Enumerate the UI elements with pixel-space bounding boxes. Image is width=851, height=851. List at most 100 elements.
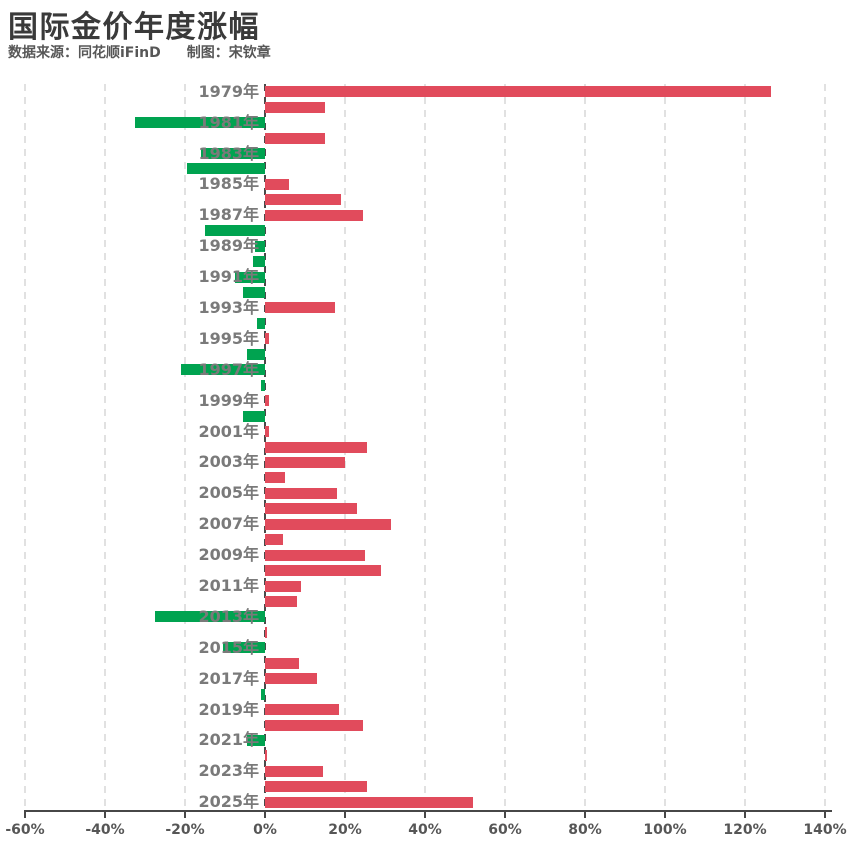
x-tick-label: 120% xyxy=(723,822,767,838)
x-gridline xyxy=(184,84,186,810)
year-label-1997: 1997年 xyxy=(198,359,259,379)
x-axis-tick xyxy=(264,810,266,818)
year-label-1983: 1983年 xyxy=(198,143,259,163)
bar-2005 xyxy=(265,487,337,499)
bar-1993 xyxy=(265,302,335,314)
chart-subtitle: 数据来源：同花顺iFinD 制图：宋钦章 xyxy=(8,42,271,62)
x-gridline xyxy=(504,84,506,810)
x-axis-tick xyxy=(344,810,346,818)
bar-2001 xyxy=(265,426,269,438)
year-label-2005: 2005年 xyxy=(198,483,259,503)
x-gridline xyxy=(824,84,826,810)
bar-2018 xyxy=(261,688,265,700)
year-label-2015: 2015年 xyxy=(198,637,259,657)
x-gridline xyxy=(584,84,586,810)
bar-2024 xyxy=(265,781,367,793)
bar-2007 xyxy=(265,518,391,530)
x-axis-tick xyxy=(104,810,106,818)
x-axis-line xyxy=(24,810,832,812)
bar-2010 xyxy=(265,565,381,577)
year-label-2025: 2025年 xyxy=(198,792,259,812)
x-tick-label: 40% xyxy=(408,822,442,838)
x-gridline xyxy=(104,84,106,810)
bar-1980 xyxy=(265,101,325,113)
bar-2022 xyxy=(265,750,267,762)
year-label-2023: 2023年 xyxy=(198,761,259,781)
year-label-2017: 2017年 xyxy=(198,668,259,688)
bar-2003 xyxy=(265,456,345,468)
x-tick-label: 100% xyxy=(643,822,687,838)
x-axis-tick xyxy=(824,810,826,818)
bar-1988 xyxy=(205,225,265,237)
bar-1991 xyxy=(235,271,265,283)
bar-1999 xyxy=(265,395,269,407)
year-label-1991: 1991年 xyxy=(198,267,259,287)
bar-1979 xyxy=(265,86,771,98)
bar-2015 xyxy=(223,642,265,654)
year-label-1989: 1989年 xyxy=(198,236,259,256)
bar-2021 xyxy=(247,734,265,746)
year-label-1985: 1985年 xyxy=(198,174,259,194)
x-tick-label: 60% xyxy=(488,822,522,838)
bar-1981 xyxy=(135,117,265,129)
x-tick-label: -40% xyxy=(85,822,125,838)
year-label-1995: 1995年 xyxy=(198,328,259,348)
x-axis-tick xyxy=(424,810,426,818)
year-label-2009: 2009年 xyxy=(198,545,259,565)
x-gridline xyxy=(664,84,666,810)
x-tick-label: 140% xyxy=(803,822,847,838)
year-label-2011: 2011年 xyxy=(198,576,259,596)
bar-2020 xyxy=(265,719,363,731)
bar-2019 xyxy=(265,704,339,716)
bar-2006 xyxy=(265,503,357,515)
bar-1997 xyxy=(181,364,265,376)
year-label-2013: 2013年 xyxy=(198,606,259,626)
x-tick-label: 20% xyxy=(328,822,362,838)
x-gridline xyxy=(424,84,426,810)
x-axis-tick xyxy=(24,810,26,818)
x-tick-label: 0% xyxy=(253,822,277,838)
x-axis-tick xyxy=(584,810,586,818)
year-label-1981: 1981年 xyxy=(198,112,259,132)
bar-2008 xyxy=(265,534,283,546)
year-label-1987: 1987年 xyxy=(198,205,259,225)
year-label-2021: 2021年 xyxy=(198,730,259,750)
x-axis-tick xyxy=(664,810,666,818)
x-axis-tick xyxy=(504,810,506,818)
bar-1986 xyxy=(265,194,341,206)
bar-2004 xyxy=(265,472,285,484)
bar-2016 xyxy=(265,657,299,669)
bar-1995 xyxy=(265,333,269,345)
data-source-label: 数据来源：同花顺iFinD xyxy=(8,45,161,61)
bar-1984 xyxy=(187,163,265,175)
year-label-2001: 2001年 xyxy=(198,421,259,441)
bar-1990 xyxy=(253,256,265,268)
bar-2000 xyxy=(243,410,265,422)
x-tick-label: -20% xyxy=(165,822,205,838)
bar-1994 xyxy=(257,317,265,329)
year-label-1993: 1993年 xyxy=(198,297,259,317)
bar-2023 xyxy=(265,765,323,777)
year-label-2019: 2019年 xyxy=(198,699,259,719)
bar-2011 xyxy=(265,580,301,592)
bar-1989 xyxy=(255,240,265,252)
year-label-2007: 2007年 xyxy=(198,514,259,534)
bar-2002 xyxy=(265,441,367,453)
year-label-1999: 1999年 xyxy=(198,390,259,410)
bar-1983 xyxy=(201,148,265,159)
x-gridline xyxy=(24,84,26,810)
year-label-1979: 1979年 xyxy=(198,81,259,101)
x-axis-tick xyxy=(744,810,746,818)
bar-2013 xyxy=(155,611,265,623)
page-title: 国际金价年度涨幅 xyxy=(8,10,260,45)
year-label-2003: 2003年 xyxy=(198,452,259,472)
bar-1985 xyxy=(265,178,289,190)
bar-1996 xyxy=(247,348,265,360)
bar-1982 xyxy=(265,132,325,144)
x-gridline xyxy=(744,84,746,810)
bar-2012 xyxy=(265,595,297,607)
bar-2014 xyxy=(265,626,267,638)
bar-2009 xyxy=(265,549,365,561)
